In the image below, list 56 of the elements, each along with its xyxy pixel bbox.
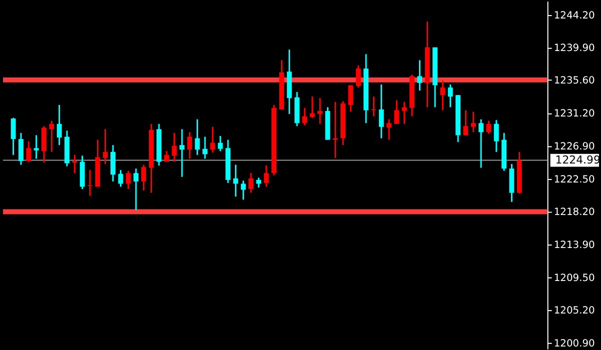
candlestick xyxy=(332,101,338,159)
candlestick xyxy=(356,64,361,88)
candlestick xyxy=(56,104,62,146)
y-tick-label: 1205.20 xyxy=(554,306,595,317)
candlestick xyxy=(118,169,124,188)
candlestick xyxy=(210,126,216,154)
y-tick-label: 1200.90 xyxy=(554,338,595,350)
candlestick xyxy=(256,176,262,188)
candlestick xyxy=(26,140,32,162)
candlestick xyxy=(348,84,354,112)
candlestick xyxy=(470,111,476,133)
candlestick xyxy=(49,120,54,153)
candlestick xyxy=(72,154,78,174)
candlestick xyxy=(180,128,184,178)
candlestick xyxy=(478,118,484,169)
candlestick xyxy=(141,164,146,192)
candlestick xyxy=(417,59,422,92)
candlestick xyxy=(386,118,392,141)
candlestick xyxy=(194,118,200,156)
y-tick-label: 1213.90 xyxy=(554,240,595,251)
candlestick xyxy=(110,144,116,182)
candlestick xyxy=(440,80,446,111)
candlestick xyxy=(42,125,46,164)
candlestick xyxy=(264,164,269,188)
candlestick xyxy=(187,131,192,160)
candlestick xyxy=(494,119,499,153)
y-tick-label: 1222.50 xyxy=(554,174,595,186)
y-tick-label: 1239.90 xyxy=(554,42,595,54)
candlestick xyxy=(486,120,492,134)
candlestick xyxy=(88,169,92,197)
candlestick xyxy=(134,168,138,211)
candlestick xyxy=(34,134,39,160)
candlestick xyxy=(240,180,246,200)
candlestick xyxy=(248,172,254,194)
candlestick xyxy=(102,128,108,165)
y-tick-label: 1235.60 xyxy=(554,75,595,86)
y-tick-label: 1209.50 xyxy=(554,273,595,284)
candlestick xyxy=(172,132,177,162)
candlestick xyxy=(463,109,468,136)
candlestick xyxy=(378,84,384,140)
candlestick xyxy=(302,107,308,126)
candlestick xyxy=(233,164,238,198)
candlestick xyxy=(402,101,407,125)
candlestick xyxy=(218,135,223,152)
candlestick xyxy=(448,84,453,108)
y-tick-label: 1226.90 xyxy=(554,141,595,152)
y-tick-label: 1231.20 xyxy=(554,108,595,120)
candlestick xyxy=(318,97,323,125)
y-tick-label: 1218.20 xyxy=(554,207,595,218)
candlestick xyxy=(202,136,208,160)
candlestick xyxy=(310,96,315,119)
candlestick xyxy=(10,117,16,156)
y-tick-label: 1244.20 xyxy=(554,10,595,22)
candlestick xyxy=(394,100,400,125)
candlestick xyxy=(18,132,24,166)
candlestick xyxy=(126,170,131,190)
